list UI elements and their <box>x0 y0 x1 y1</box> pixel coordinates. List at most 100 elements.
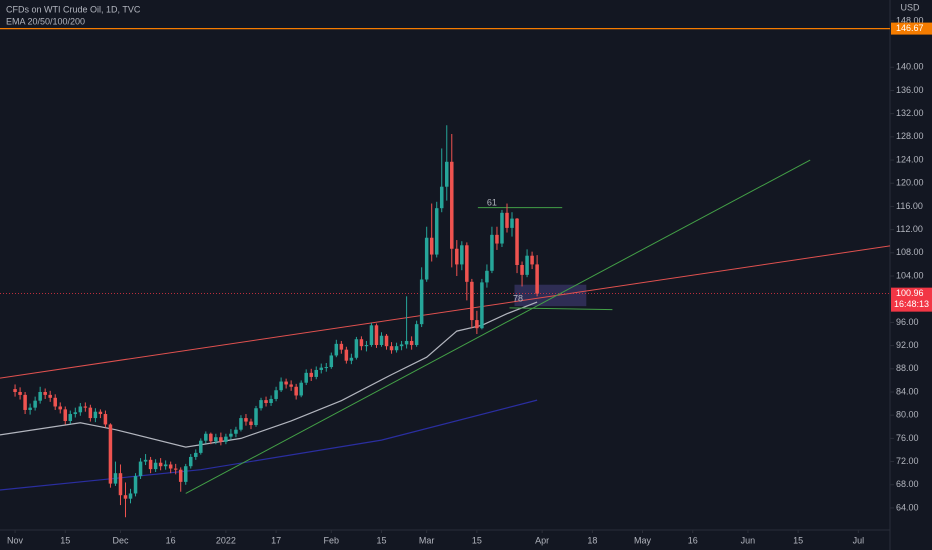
candle-body <box>379 335 384 346</box>
candle-body <box>314 369 319 377</box>
candle-body <box>434 208 439 255</box>
chart-title: CFDs on WTI Crude Oil, 1D, TVC <box>6 4 141 14</box>
candle-body <box>38 391 42 401</box>
candle-body <box>349 357 354 361</box>
x-tick-label: 15 <box>60 535 70 545</box>
candle-body <box>500 212 504 244</box>
candle-body <box>439 186 444 209</box>
candle-body <box>128 493 133 499</box>
candle-body <box>455 248 459 265</box>
price-label-box <box>891 22 932 35</box>
candle-body <box>450 161 454 249</box>
candle-body <box>374 325 379 346</box>
candle-body <box>485 270 489 283</box>
candle-body <box>334 343 339 356</box>
candle-body <box>98 411 103 415</box>
candle-body <box>344 349 349 361</box>
candle-body <box>324 367 329 369</box>
x-tick-label: 15 <box>472 535 482 545</box>
candle-body <box>163 464 168 467</box>
candle-body <box>53 397 57 407</box>
candle-body <box>43 391 47 395</box>
candle-body <box>63 409 68 421</box>
candle-body <box>13 389 17 392</box>
y-tick-label: 80.00 <box>896 410 919 420</box>
x-tick-label: Jun <box>741 535 756 545</box>
zone <box>514 284 587 307</box>
candle-body <box>495 234 499 244</box>
candle-body <box>369 325 374 346</box>
candle-body <box>409 340 414 346</box>
y-tick-label: 148.00 <box>896 15 924 25</box>
countdown-label: 16:48:13 <box>894 299 929 309</box>
candle-body <box>83 406 88 408</box>
y-tick-label: 64.00 <box>896 502 919 512</box>
candle-body <box>259 400 263 409</box>
x-tick-label: Feb <box>324 535 340 545</box>
candle-body <box>480 282 484 329</box>
candle-body <box>254 408 258 426</box>
candle-body <box>289 384 293 387</box>
candle-body <box>23 394 27 410</box>
candle-body <box>239 418 243 430</box>
candle-body <box>103 414 108 425</box>
candle-body <box>118 473 123 496</box>
y-tick-label: 108.00 <box>896 247 924 257</box>
trend-line <box>0 245 891 379</box>
candle-body <box>108 424 113 484</box>
candle-body <box>354 339 359 358</box>
y-tick-label: 68.00 <box>896 479 919 489</box>
candle-body <box>319 367 324 370</box>
candle-body <box>113 473 118 484</box>
candle-body <box>68 414 73 421</box>
x-tick-label: Dec <box>112 535 129 545</box>
y-tick-label: 140.00 <box>896 62 924 72</box>
candle-body <box>78 406 83 413</box>
y-tick-label: 72.00 <box>896 456 919 466</box>
candle-body <box>88 407 93 419</box>
y-tick-label: 116.00 <box>896 201 923 211</box>
candle-body <box>143 459 148 462</box>
candle-body <box>329 355 334 368</box>
candle-body <box>304 372 308 383</box>
candle-body <box>404 340 409 345</box>
y-tick-label: 120.00 <box>896 178 924 188</box>
candle-body <box>515 218 519 265</box>
candle-body <box>168 464 173 469</box>
candle-body <box>204 433 208 441</box>
trend-line <box>509 307 613 311</box>
price-label: 146.67 <box>896 23 924 33</box>
candle-body <box>178 469 183 482</box>
candle-body <box>510 218 514 228</box>
candle-body <box>249 421 253 426</box>
x-tick-label: 17 <box>271 535 281 545</box>
candle-body <box>123 495 128 499</box>
candle-body <box>359 339 364 347</box>
y-tick-label: 124.00 <box>896 154 924 164</box>
y-tick-label: 104.00 <box>896 270 924 280</box>
indicator-label: EMA 20/50/100/200 <box>6 16 85 26</box>
candle-body <box>138 461 143 477</box>
candle-body <box>199 440 203 453</box>
candle-body <box>309 372 313 377</box>
candle-body <box>394 346 399 351</box>
y-tick-label: 112.00 <box>896 224 923 234</box>
candle-body <box>234 429 238 434</box>
y-tick-label: 88.00 <box>896 363 919 373</box>
x-tick-label: May <box>634 535 652 545</box>
candle-body <box>339 343 344 350</box>
y-tick-label: 128.00 <box>896 131 924 141</box>
x-tick-label: 16 <box>166 535 176 545</box>
candle-body <box>269 398 273 404</box>
candle-body <box>274 390 278 399</box>
candle-body <box>224 436 228 442</box>
candle-body <box>133 476 138 494</box>
annotation: 78 <box>513 294 523 304</box>
candle-body <box>158 462 163 467</box>
candle-body <box>520 265 524 275</box>
candle-body <box>194 452 198 457</box>
candle-body <box>153 462 158 470</box>
candle-body <box>209 433 213 442</box>
annotation: 61 <box>487 197 497 207</box>
candle-body <box>28 407 32 410</box>
